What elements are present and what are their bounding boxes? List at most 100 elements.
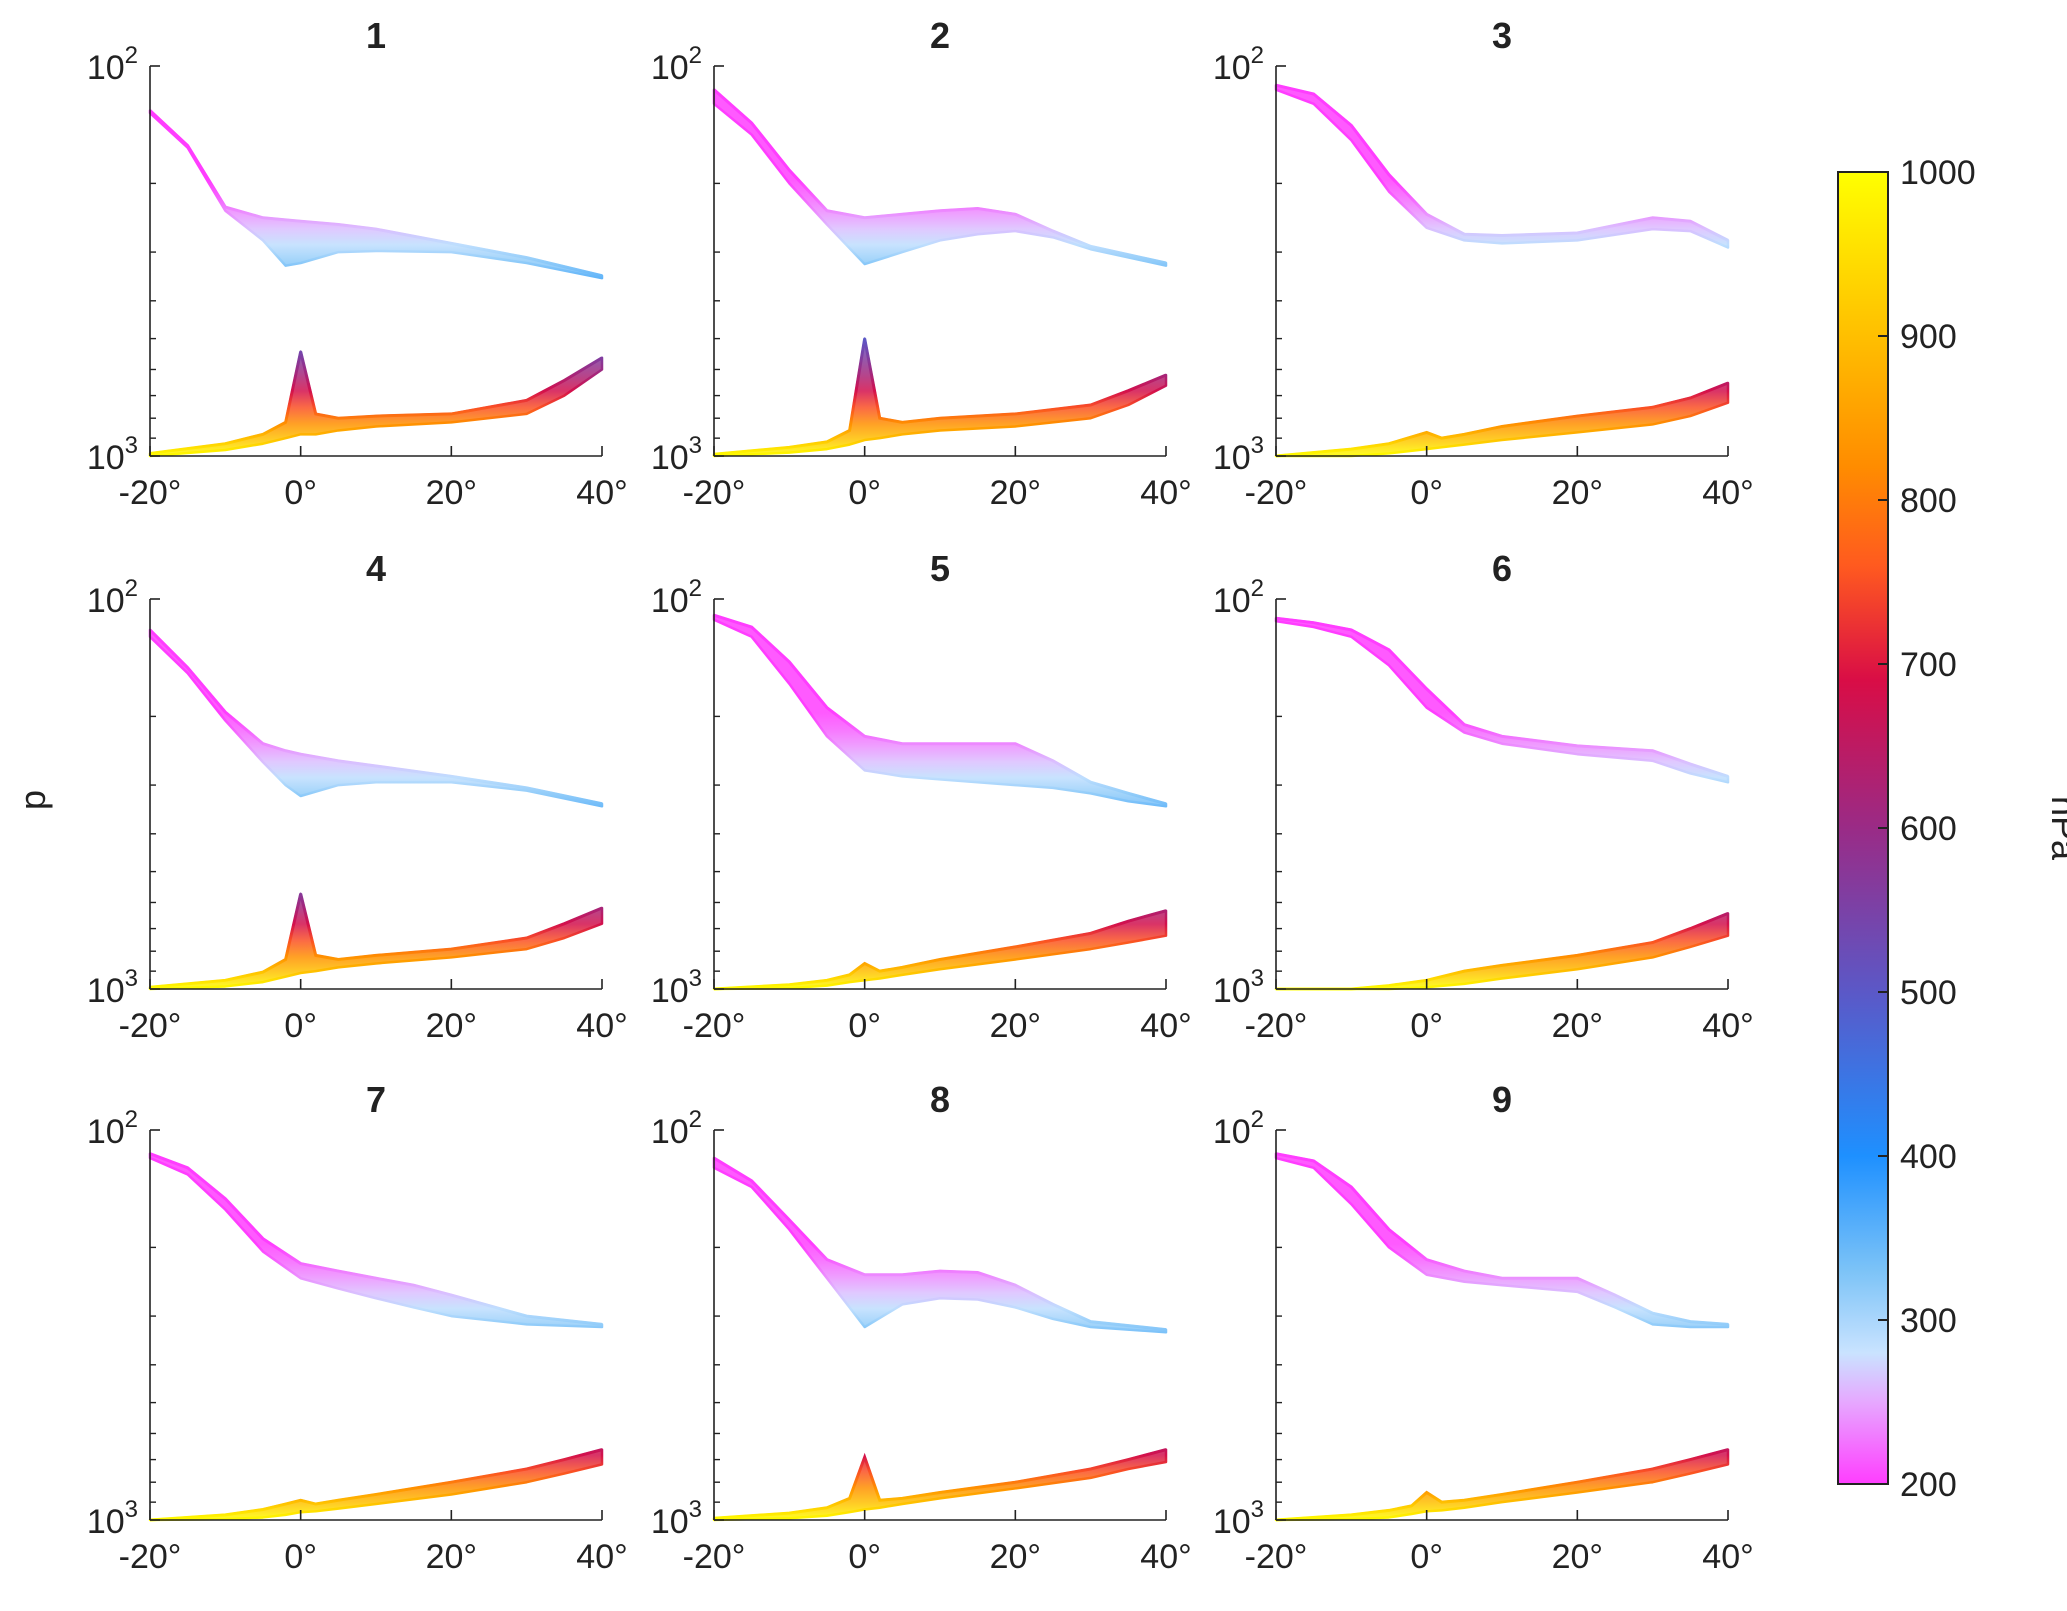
x-tick-label: 40° bbox=[1140, 474, 1191, 512]
panel: 102 103-20° 0° 20° 40° 6 bbox=[1213, 548, 1754, 1045]
y-tick-label: 103 bbox=[1213, 432, 1264, 477]
upper-band-edge bbox=[713, 613, 1167, 806]
x-tick-label: 20° bbox=[1552, 474, 1603, 512]
x-tick-label: 0° bbox=[848, 1007, 881, 1045]
panel: 102 103-20° 0° 20° 40° 1 bbox=[87, 15, 628, 512]
lower-band-edge bbox=[149, 893, 603, 989]
panel-title: 6 bbox=[1492, 548, 1512, 589]
colorbar-tick-label: 400 bbox=[1900, 1138, 1957, 1176]
x-tick-label: 20° bbox=[990, 1007, 1041, 1045]
colorbar-label: hPa bbox=[2044, 796, 2067, 861]
panel-title: 3 bbox=[1492, 15, 1512, 56]
lower-band-edge bbox=[1275, 381, 1729, 458]
y-tick-label: 102 bbox=[87, 1106, 138, 1151]
x-tick-label: 20° bbox=[1552, 1007, 1603, 1045]
y-axis-label: p bbox=[12, 790, 53, 810]
panel: 102 103-20° 0° 20° 40° 2 bbox=[651, 15, 1192, 512]
lower-band-edge bbox=[1275, 1448, 1729, 1522]
x-tick-label: -20° bbox=[683, 474, 746, 512]
x-tick-label: 40° bbox=[576, 1007, 627, 1045]
y-tick-label: 102 bbox=[1213, 575, 1264, 620]
upper-band bbox=[712, 1156, 1168, 1334]
x-tick-label: -20° bbox=[683, 1007, 746, 1045]
colorbar-tick-label: 500 bbox=[1900, 974, 1957, 1012]
x-tick-label: 20° bbox=[1552, 1538, 1603, 1576]
lower-band-edge bbox=[713, 909, 1167, 991]
x-tick-label: 20° bbox=[990, 1538, 1041, 1576]
lower-band bbox=[1274, 912, 1730, 991]
y-tick-label: 103 bbox=[651, 965, 702, 1010]
panel: 102 103-20° 0° 20° 40° 4 bbox=[87, 548, 628, 1045]
colorbar-tick-label: 900 bbox=[1900, 318, 1957, 356]
x-tick-label: -20° bbox=[683, 1538, 746, 1576]
x-tick-label: -20° bbox=[119, 1007, 182, 1045]
panel-title: 8 bbox=[930, 1079, 950, 1120]
x-tick-label: 20° bbox=[990, 474, 1041, 512]
lower-band-edge bbox=[149, 1448, 603, 1522]
x-tick-label: 20° bbox=[426, 1538, 477, 1576]
upper-band-edge bbox=[713, 1156, 1167, 1332]
y-tick-label: 102 bbox=[1213, 42, 1264, 87]
y-tick-label: 102 bbox=[87, 575, 138, 620]
panel-title: 4 bbox=[366, 548, 386, 589]
upper-band-edge bbox=[148, 628, 603, 806]
panel: 102 103-20° 0° 20° 40° 7 bbox=[87, 1079, 628, 1576]
y-tick-label: 102 bbox=[1213, 1106, 1264, 1151]
colorbar-tick-label: 300 bbox=[1900, 1302, 1957, 1340]
x-tick-label: 20° bbox=[426, 1007, 477, 1045]
upper-band bbox=[712, 88, 1168, 267]
lower-band-edge bbox=[713, 338, 1167, 456]
colorbar-tick-label: 700 bbox=[1900, 646, 1957, 684]
panel-title: 9 bbox=[1492, 1079, 1512, 1120]
panel: 102 103-20° 0° 20° 40° 8 bbox=[651, 1079, 1192, 1576]
lower-band bbox=[148, 892, 604, 991]
y-tick-label: 103 bbox=[87, 1496, 138, 1541]
panel: 102 103-20° 0° 20° 40° 5 bbox=[651, 548, 1192, 1045]
panel: 102 103-20° 0° 20° 40° 9 bbox=[1213, 1079, 1754, 1576]
lower-band bbox=[712, 1448, 1168, 1522]
y-tick-label: 102 bbox=[651, 42, 702, 87]
y-tick-label: 102 bbox=[651, 1106, 702, 1151]
colorbar: 1000 900 800 700 600 500 400 300 200 hPa bbox=[1837, 154, 2067, 1504]
upper-band bbox=[148, 1152, 604, 1329]
panel-title: 2 bbox=[930, 15, 950, 56]
x-tick-label: -20° bbox=[1245, 474, 1308, 512]
x-tick-label: 0° bbox=[1410, 1538, 1443, 1576]
lower-band-edge bbox=[149, 351, 603, 455]
x-tick-label: 20° bbox=[426, 474, 477, 512]
x-tick-label: 40° bbox=[576, 1538, 627, 1576]
x-tick-label: 40° bbox=[1702, 1538, 1753, 1576]
panel-title: 1 bbox=[366, 15, 386, 56]
lower-band bbox=[712, 909, 1168, 991]
y-tick-label: 103 bbox=[87, 432, 138, 477]
colorbar-tick-label: 800 bbox=[1900, 482, 1957, 520]
upper-band-edge bbox=[148, 109, 603, 278]
y-tick-label: 103 bbox=[1213, 1496, 1264, 1541]
y-tick-label: 103 bbox=[651, 1496, 702, 1541]
x-tick-label: 40° bbox=[1702, 474, 1753, 512]
upper-band bbox=[1274, 616, 1730, 784]
lower-band bbox=[712, 337, 1168, 458]
colorbar-tick-label: 600 bbox=[1900, 810, 1957, 848]
colorbar-tick-label: 1000 bbox=[1900, 154, 1976, 192]
y-tick-label: 103 bbox=[87, 965, 138, 1010]
upper-band bbox=[1274, 1152, 1730, 1329]
upper-band bbox=[712, 613, 1168, 808]
x-tick-label: 40° bbox=[1140, 1538, 1191, 1576]
lower-band bbox=[148, 350, 604, 458]
lower-band bbox=[1274, 381, 1730, 458]
lower-band bbox=[148, 1448, 604, 1522]
lower-band bbox=[1274, 1448, 1730, 1522]
x-tick-label: 0° bbox=[848, 1538, 881, 1576]
upper-band-edge bbox=[713, 88, 1167, 265]
lower-band-edge bbox=[1276, 912, 1729, 991]
x-tick-label: -20° bbox=[1245, 1007, 1308, 1045]
upper-band-edge bbox=[1275, 616, 1729, 778]
x-tick-label: 40° bbox=[576, 474, 627, 512]
x-tick-label: 0° bbox=[1410, 1007, 1443, 1045]
panel-title: 7 bbox=[366, 1079, 386, 1120]
x-tick-label: 0° bbox=[284, 1538, 317, 1576]
panel-title: 5 bbox=[930, 548, 950, 589]
